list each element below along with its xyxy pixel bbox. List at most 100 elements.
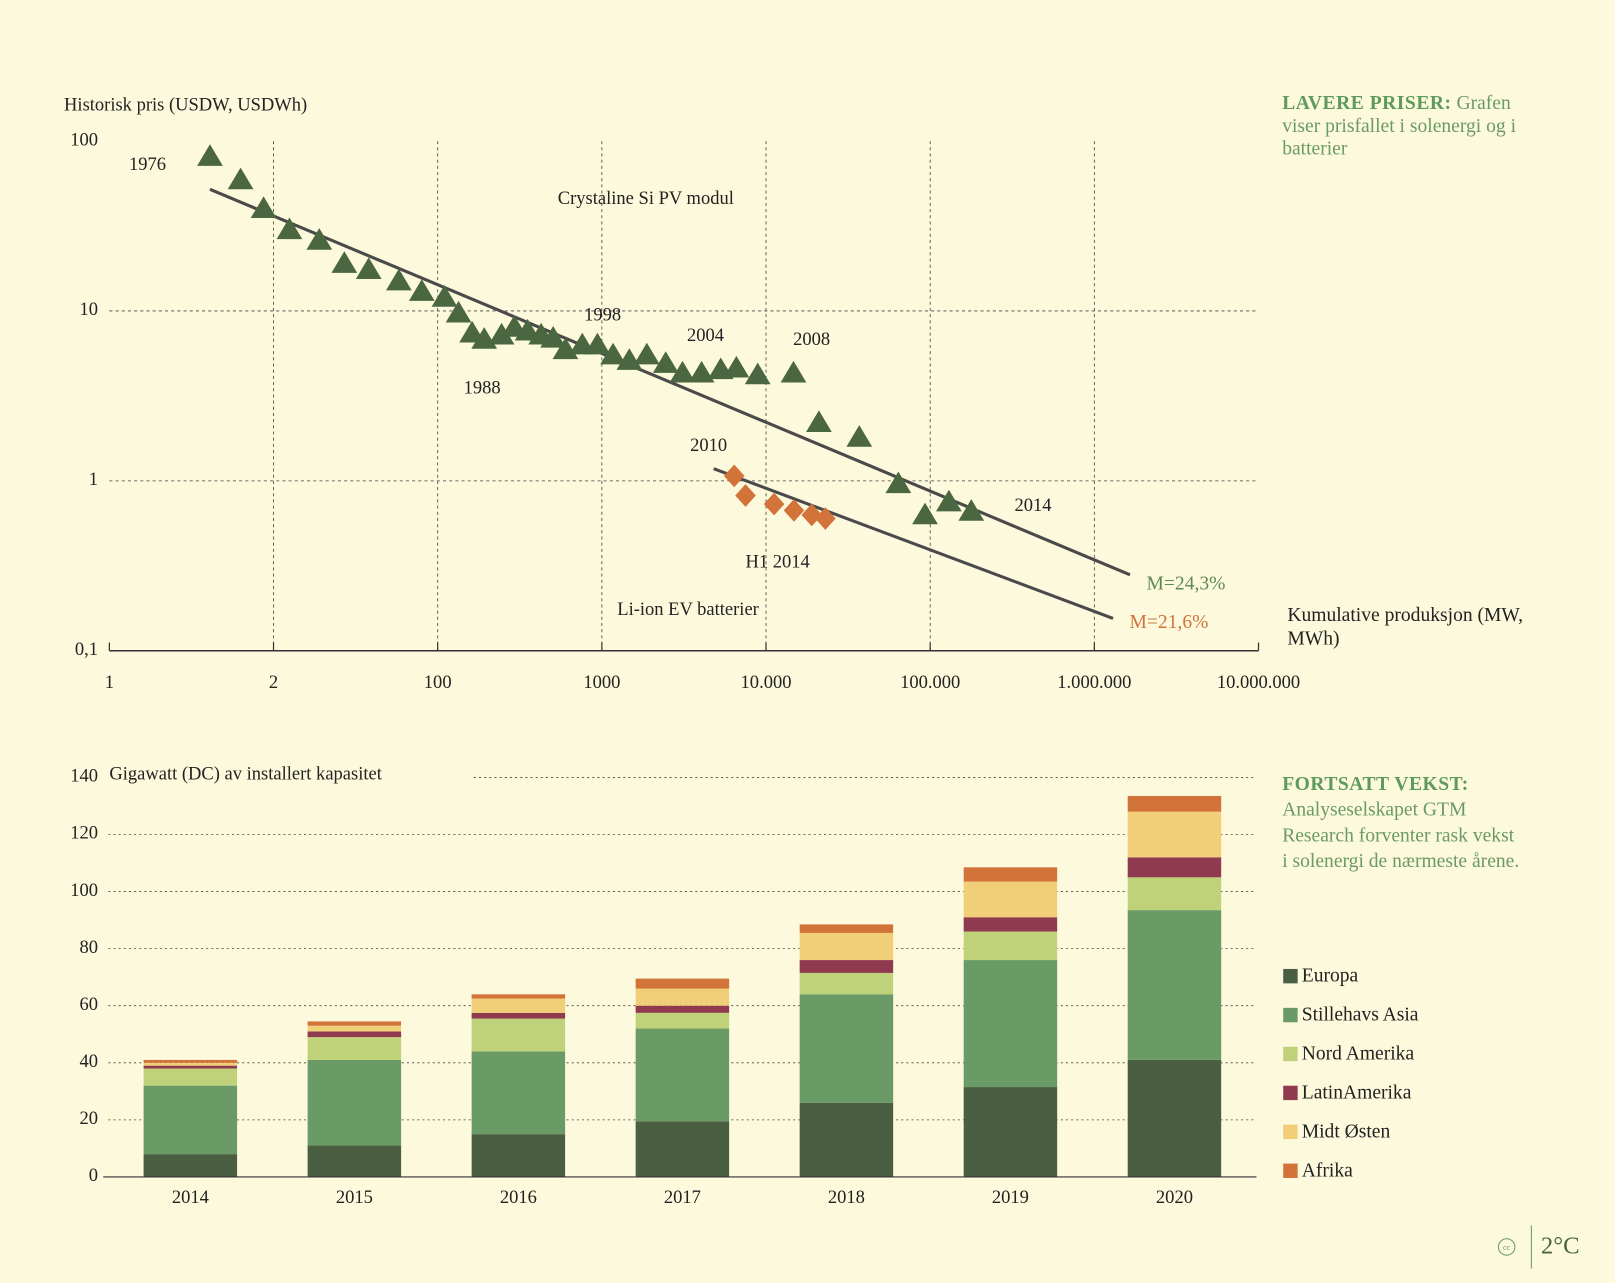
bar-segment bbox=[307, 1145, 402, 1177]
bar-segment bbox=[307, 1021, 402, 1026]
point bbox=[445, 300, 472, 323]
bar-segment bbox=[963, 931, 1058, 961]
x-tick-label: 2014 bbox=[172, 1187, 209, 1208]
bar-segment bbox=[471, 998, 566, 1013]
point bbox=[227, 167, 254, 190]
point bbox=[633, 342, 660, 365]
point bbox=[197, 144, 223, 166]
point bbox=[723, 464, 745, 488]
note: FORTSATT VEKST: Analyseselskapet GTM Rese… bbox=[1282, 771, 1524, 874]
bar-segment bbox=[143, 1062, 238, 1066]
bar-segment bbox=[963, 867, 1058, 882]
bar-segment bbox=[307, 1059, 402, 1146]
bar-segment bbox=[635, 1028, 730, 1122]
y-tick-label: 0 bbox=[89, 1165, 98, 1186]
annotation: 1998 bbox=[584, 304, 621, 325]
point bbox=[912, 502, 938, 525]
y-tick-label: 0,1 bbox=[75, 639, 98, 660]
annotation: 1988 bbox=[464, 377, 501, 398]
legend-swatch bbox=[1283, 1085, 1298, 1101]
y-axis-label: Gigawatt (DC) av installert kapasitet bbox=[109, 764, 382, 785]
point bbox=[306, 228, 333, 250]
bar-segment bbox=[143, 1059, 238, 1063]
x-tick-label: 100 bbox=[424, 672, 452, 693]
x-tick-label: 2 bbox=[269, 672, 278, 693]
point bbox=[688, 360, 715, 383]
annotation: 2010 bbox=[690, 435, 727, 456]
bar-segment bbox=[471, 1018, 566, 1052]
point bbox=[780, 360, 807, 383]
series-label: Crystaline Si PV modul bbox=[558, 188, 734, 209]
bar-segment bbox=[307, 1031, 402, 1038]
note-box: FORTSATT VEKST: Analyseselskapet GTM Rese… bbox=[1282, 771, 1524, 874]
trend-label: M=21,6% bbox=[1130, 612, 1209, 633]
point bbox=[723, 355, 750, 378]
y-tick-label: 20 bbox=[80, 1108, 99, 1129]
legend-swatch bbox=[1283, 1124, 1298, 1140]
x-tick-label: 10.000.000 bbox=[1217, 672, 1300, 693]
legend-label: Europa bbox=[1302, 966, 1359, 987]
x-tick-label: 10.000 bbox=[741, 672, 792, 693]
bar-segment bbox=[1127, 910, 1222, 1060]
x-tick-label: 2019 bbox=[992, 1187, 1029, 1208]
y-tick-label: 80 bbox=[80, 937, 99, 958]
bar-segment bbox=[143, 1154, 238, 1177]
bar-segment bbox=[963, 960, 1058, 1088]
annotation: 2008 bbox=[793, 329, 830, 350]
point bbox=[958, 499, 985, 521]
point bbox=[250, 196, 277, 218]
note: LAVERE PRISER: Grafen viser prisfallet i… bbox=[1282, 93, 1534, 161]
bar-segment bbox=[635, 978, 730, 989]
x-tick-label: 1 bbox=[105, 672, 114, 693]
point bbox=[385, 268, 412, 291]
point bbox=[763, 492, 785, 516]
bar-segment bbox=[799, 994, 894, 1103]
bar-segment bbox=[471, 1012, 566, 1019]
y-axis-label: Historisk pris (USDW, USDWh) bbox=[64, 94, 307, 115]
license-icon bbox=[1497, 1238, 1516, 1256]
x-tick-label: 2016 bbox=[500, 1187, 537, 1208]
x-tick-label: 1.000.000 bbox=[1057, 672, 1131, 693]
trend-line bbox=[713, 467, 1114, 620]
bar-segment bbox=[307, 1025, 402, 1032]
point bbox=[488, 322, 515, 345]
bar-segment bbox=[799, 972, 894, 995]
bar-segment bbox=[143, 1065, 238, 1069]
y-tick-label: 100 bbox=[70, 129, 98, 150]
annotation: H1 2014 bbox=[745, 551, 809, 572]
trend-label: M=24,3% bbox=[1147, 574, 1226, 595]
point bbox=[355, 257, 382, 279]
bar-segment bbox=[635, 1121, 730, 1177]
x-axis-label: Kumulative produksjon (MW, MWh) bbox=[1287, 604, 1524, 650]
x-tick-label: 2015 bbox=[336, 1187, 373, 1208]
y-tick-label: 120 bbox=[70, 823, 98, 844]
bar-segment bbox=[471, 1134, 566, 1177]
y-tick-label: 1 bbox=[89, 469, 98, 490]
point bbox=[408, 279, 435, 301]
bar-segment bbox=[471, 1051, 566, 1135]
legend-label: Stillehavs Asia bbox=[1302, 1005, 1419, 1026]
bar-segment bbox=[471, 994, 566, 999]
bar-segment bbox=[635, 1012, 730, 1029]
bar-segment bbox=[1127, 877, 1222, 911]
point bbox=[815, 507, 836, 530]
point bbox=[669, 360, 696, 383]
y-tick-label: 60 bbox=[80, 994, 99, 1015]
point bbox=[783, 499, 805, 522]
legend-swatch bbox=[1283, 1163, 1298, 1178]
bar-segment bbox=[963, 1087, 1058, 1177]
x-tick-label: 100.000 bbox=[900, 672, 960, 693]
point bbox=[806, 410, 832, 432]
note-heading: FORTSATT VEKST: bbox=[1282, 773, 1469, 795]
point bbox=[846, 425, 873, 447]
point bbox=[616, 348, 643, 370]
legend-label: Nord Amerika bbox=[1302, 1044, 1415, 1065]
legend-label: Midt Østen bbox=[1302, 1121, 1391, 1142]
point bbox=[652, 351, 679, 373]
point bbox=[431, 285, 458, 307]
point bbox=[885, 471, 912, 494]
legend-label: LatinAmerika bbox=[1302, 1082, 1412, 1103]
point bbox=[744, 362, 771, 385]
legend-swatch bbox=[1283, 968, 1298, 984]
